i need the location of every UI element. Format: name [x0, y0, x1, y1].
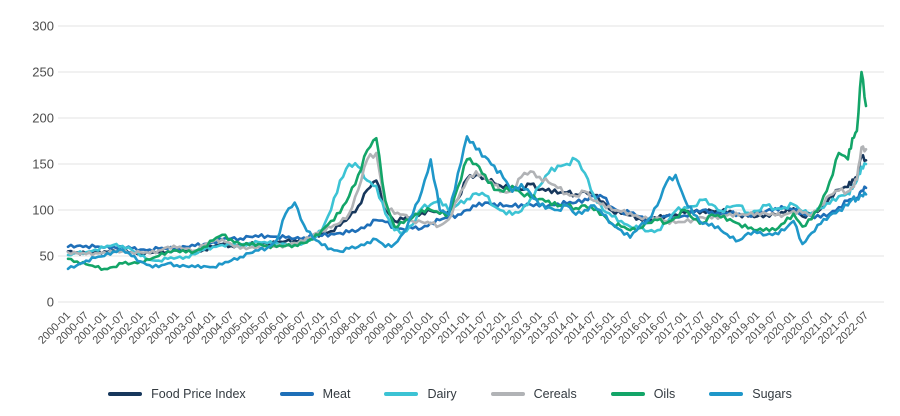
legend-swatch-cereals [490, 392, 525, 396]
y-axis-labels: 0 50 100 150 200 250 300 [32, 19, 54, 310]
series-line-dairy [66, 156, 868, 263]
y-tick-label: 250 [32, 65, 54, 80]
legend-item-food-price-index[interactable]: Food Price Index [108, 387, 246, 401]
y-tick-label: 50 [40, 249, 54, 264]
series-line-meat [66, 185, 868, 253]
y-tick-label: 150 [32, 157, 54, 172]
series-lines [66, 70, 868, 271]
legend-swatch-meat [279, 392, 314, 396]
legend-item-dairy[interactable]: Dairy [384, 387, 457, 401]
series-line-cereals [66, 145, 868, 257]
y-tick-label: 200 [32, 111, 54, 126]
legend-item-oils[interactable]: Oils [610, 387, 676, 401]
legend-swatch-oils [610, 392, 645, 396]
series-line-oils [66, 70, 868, 271]
legend-swatch-sugars [709, 392, 744, 396]
y-tick-label: 300 [32, 19, 54, 34]
series-line-sugars [66, 135, 868, 271]
legend-label: Meat [322, 387, 351, 401]
chart-plot-area: 0 50 100 150 200 250 300 2000-012000-072001-01… [32, 19, 884, 347]
legend-label: Cereals [533, 387, 577, 401]
legend-swatch-dairy [384, 392, 419, 396]
legend-label: Oils [653, 387, 676, 401]
gridlines [58, 25, 884, 303]
chart-legend: Food Price Index Meat Dairy Cereals Oils Suga… [0, 374, 900, 414]
x-axis-labels: 2000-012000-072001-012001-072002-012002-… [36, 310, 871, 347]
legend-label: Dairy [427, 387, 457, 401]
y-tick-label: 0 [47, 295, 54, 310]
legend-swatch-food-price-index [108, 392, 143, 396]
y-tick-label: 100 [32, 203, 54, 218]
legend-label: Food Price Index [151, 387, 246, 401]
legend-item-sugars[interactable]: Sugars [709, 387, 792, 401]
series-line-food-price-index [66, 154, 868, 257]
legend-item-cereals[interactable]: Cereals [490, 387, 577, 401]
legend-item-meat[interactable]: Meat [279, 387, 351, 401]
legend-label: Sugars [752, 387, 792, 401]
